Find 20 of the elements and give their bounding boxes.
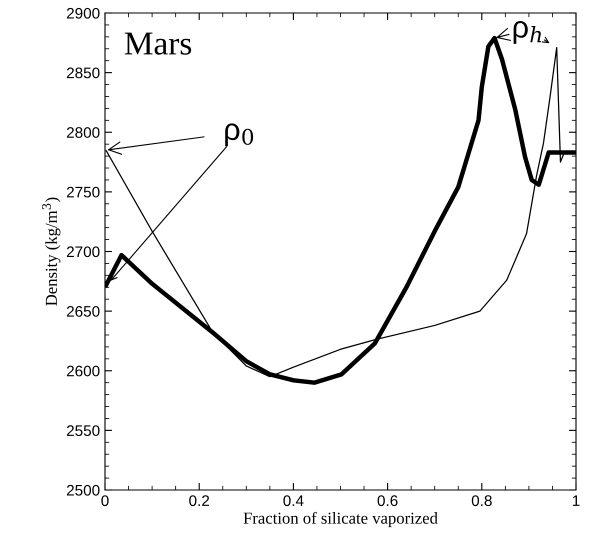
y-tick-label: 2900 — [66, 8, 100, 19]
y-tick-label: 2800 — [66, 127, 100, 138]
annotation: ρ$_{h}$ — [514, 21, 542, 44]
y-tick-label: 2650 — [66, 306, 100, 317]
annotation: ρ$_{0}$ — [225, 123, 254, 146]
y-tick-label: 2850 — [66, 67, 100, 78]
y-tick-label: 2550 — [66, 425, 100, 436]
annotation: Mars — [124, 32, 192, 55]
x-tick-label: 0.8 — [472, 495, 492, 506]
y-tick-label: 2700 — [66, 246, 100, 258]
y-tick-label: 2500 — [66, 484, 100, 496]
y-tick-label: 2750 — [66, 186, 100, 198]
y-axis-title: Density (kg/m$^{3}$) — [42, 198, 60, 306]
x-tick-label: 0.6 — [378, 495, 398, 506]
x-tick-label: 0.2 — [189, 495, 210, 506]
x-tick-label: 0.4 — [283, 495, 304, 506]
x-tick-label: 0 — [101, 495, 109, 506]
x-axis-title: Fraction of silicate vaporized — [244, 512, 438, 528]
x-tick-label: 1 — [572, 495, 580, 506]
y-tick-label: 2600 — [66, 366, 100, 376]
